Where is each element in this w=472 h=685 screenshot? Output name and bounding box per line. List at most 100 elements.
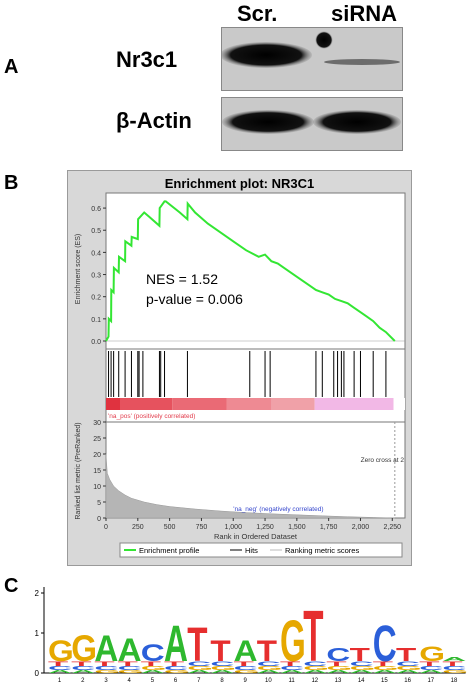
logo-letter-minor: T [48,660,69,667]
logo-letter-minor: G [442,669,468,674]
x-tick-label: 1,750 [320,524,338,531]
logo-letter-minor: C [303,660,327,667]
es-y-tick-label: 0.5 [91,228,101,235]
logo-letter-minor: G [187,665,213,671]
x-tick-label: 1,000 [224,524,242,531]
western-blot-actin [221,97,403,151]
metric-y-tick-label: 15 [93,468,101,475]
logo-letter-minor: C [396,660,420,667]
logo-letter-major: G [280,609,306,674]
row-label-nr3c1: Nr3c1 [116,47,178,72]
band-artifact-dot [315,31,333,49]
logo-letter-major: C [141,640,165,667]
logo-letter-minor: T [442,660,463,667]
blot-nr3c1-svg [220,31,400,68]
western-blot-nr3c1 [220,27,403,91]
logo-x-tick-label: 4 [128,678,132,684]
logo-letter-minor: A [419,669,443,674]
logo-x-tick-label: 6 [174,678,178,684]
x-tick-label: 1,250 [256,524,274,531]
metric-y-tick-label: 0 [97,516,101,523]
logo-x-tick-label: 11 [288,678,295,684]
es-y-tick-label: 0.0 [91,339,101,346]
logo-letter-minor: T [118,660,139,667]
logo-letter-minor: A [373,669,397,674]
logo-letter-major: T [210,635,230,668]
ranking-metric-area [105,453,395,519]
logo-letter-minor: T [164,660,185,667]
logo-x-tick-label: 2 [81,678,85,684]
logo-letter-minor: C [350,660,374,667]
metric-plot-area [105,421,406,519]
logo-letter-minor: G [94,669,120,674]
logo-letter-minor: G [118,669,144,674]
logo-x-tick-label: 13 [335,678,342,684]
correlation-colorbar-segment [119,398,173,410]
metric-y-tick-label: 5 [97,500,101,507]
enrichment-profile-line [105,200,396,342]
logo-x-tick-label: 10 [265,678,272,684]
logo-letter-minor: C [94,665,118,671]
logo-letter-minor: C [257,660,281,667]
logo-x-tick-label: 3 [104,678,108,684]
logo-y-tick-label: 2 [35,589,40,598]
nes-annotation: NES = 1.52 [146,271,218,287]
logo-letter-minor: C [442,665,466,671]
logo-x-tick-label: 7 [197,678,201,684]
x-tick-label: 2,250 [384,524,402,531]
x-tick-label: 250 [132,524,144,531]
logo-letter-minor: G [396,665,422,671]
band-scr-nr3c1 [220,42,312,68]
logo-letter-minor: C [234,665,258,671]
logo-x-tick-label: 9 [244,678,248,684]
logo-letter-minor: G [326,665,352,671]
logo-letter-minor: G [373,665,399,671]
logo-letter-minor: A [326,669,350,674]
x-tick-label: 0 [104,524,108,531]
zero-cross-label: Zero cross at 2 [361,457,405,464]
metric-y-tick-label: 25 [93,436,101,443]
logo-letter-minor: T [94,660,115,667]
logo-letter-minor: G [303,665,329,671]
logo-letter-minor: C [71,665,95,671]
x-tick-label: 1,500 [288,524,306,531]
logo-letter-major: A [442,657,466,663]
legend-label-enrichment: Enrichment profile [139,546,199,555]
logo-letter-minor: A [396,669,420,674]
metric-y-tick-label: 10 [93,484,101,491]
logo-letter-major: A [164,616,188,673]
logo-letter-minor: G [257,665,283,671]
logo-letter-major: G [48,635,74,668]
logo-letter-major: T [257,635,277,668]
pvalue-annotation: p-value = 0.006 [146,291,243,307]
positive-correlation-label: 'na_pos' (positively correlated) [108,413,195,420]
logo-letter-minor: T [373,660,394,667]
logo-letter-minor: A [257,669,281,674]
logo-letter-minor: T [280,660,301,667]
logo-letter-major: C [373,616,397,673]
logo-letter-minor: T [141,660,162,667]
logo-letter-major: G [419,642,445,666]
logo-letter-major: C [326,644,350,665]
logo-letter-major: T [303,595,323,676]
metric-y-axis-label: Ranked list metric (PreRanked) [75,422,82,519]
metric-y-tick-label: 30 [93,420,101,427]
legend-box [119,542,403,558]
logo-letter-major: A [94,628,118,669]
column-label-sirna: siRNA [331,1,398,26]
band-sirna-actin [313,110,401,134]
logo-letter-minor: G [210,665,236,671]
logo-letter-major: A [234,635,258,668]
logo-letter-major: T [187,618,207,672]
legend-label-ranking: Ranking metric scores [285,546,359,555]
logo-x-tick-label: 18 [451,678,458,684]
correlation-colorbar-segment [271,398,315,410]
legend-label-hits: Hits [245,546,258,555]
blot-actin-svg [222,110,401,134]
es-y-tick-label: 0.6 [91,206,101,213]
logo-x-tick-label: 16 [404,678,411,684]
logo-letter-minor: A [350,669,374,674]
x-tick-label: 500 [164,524,176,531]
es-y-tick-label: 0.2 [91,295,101,302]
